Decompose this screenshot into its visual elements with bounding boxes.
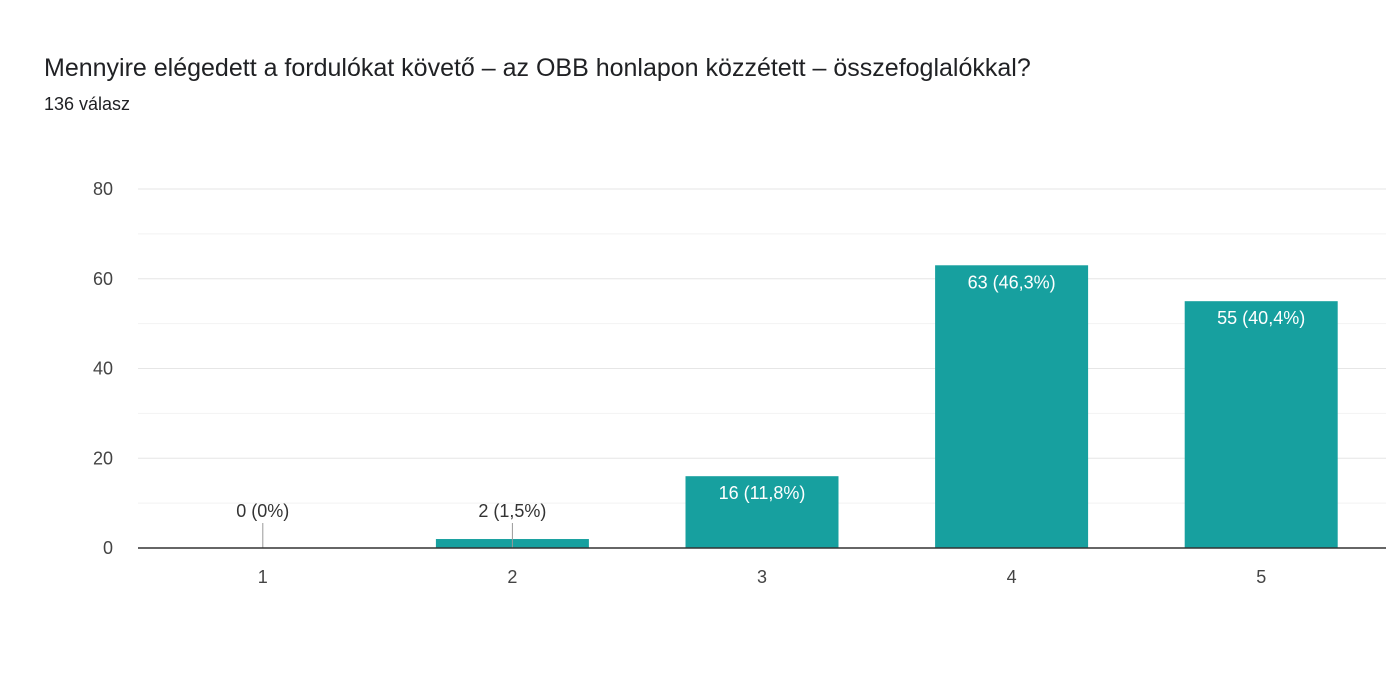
y-tick-label: 80 — [93, 179, 113, 199]
data-labels: 0 (0%) 2 (1,5%) 16 (11,8%) 63 (46,3%) 55 (40… — [236, 272, 1305, 521]
y-tick-label: 0 — [103, 538, 113, 558]
response-count: 136 válasz — [44, 94, 131, 114]
bar — [685, 476, 839, 548]
y-tick-labels: 0 20 40 60 80 — [93, 179, 113, 558]
data-label: 16 (11,8%) — [719, 483, 806, 503]
x-tick-labels: 1 2 3 4 5 — [258, 567, 1266, 587]
chart-header: Mennyire elégedett a fordulókat követő –… — [44, 52, 1031, 115]
x-tick-label: 4 — [1007, 567, 1017, 587]
chart-title: Mennyire elégedett a fordulókat követő –… — [44, 54, 1031, 82]
bar — [935, 265, 1089, 548]
data-label: 55 (40,4%) — [1217, 308, 1305, 328]
x-tick-label: 2 — [507, 567, 517, 587]
bar — [1184, 301, 1338, 548]
x-tick-label: 3 — [757, 567, 767, 587]
data-label: 2 (1,5%) — [478, 501, 546, 521]
y-tick-label: 60 — [93, 269, 113, 289]
bars — [435, 265, 1338, 548]
x-tick-label: 1 — [258, 567, 268, 587]
y-tick-label: 40 — [93, 359, 113, 379]
data-label: 63 (46,3%) — [968, 272, 1056, 292]
label-leaders — [262, 523, 513, 548]
y-tick-label: 20 — [93, 448, 113, 468]
x-tick-label: 5 — [1256, 567, 1266, 587]
data-label: 0 (0%) — [236, 501, 289, 521]
